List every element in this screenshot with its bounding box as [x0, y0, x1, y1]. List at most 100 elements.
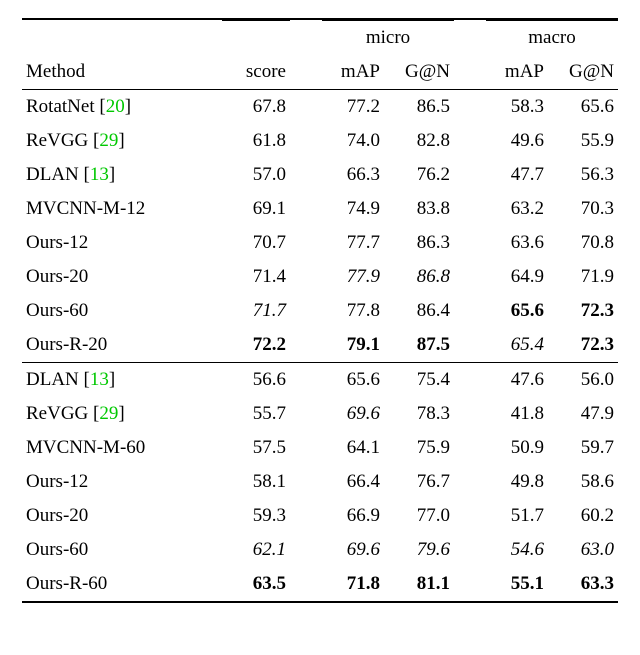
cell: 65.6 — [548, 90, 618, 124]
method-cell: DLAN [13] — [22, 363, 190, 397]
cell: 61.8 — [222, 124, 290, 158]
cell: 66.9 — [322, 499, 384, 533]
table-row: ReVGG [29] 55.7 69.678.3 41.847.9 — [22, 397, 618, 431]
cell: 69.1 — [222, 192, 290, 226]
cell: 64.9 — [486, 260, 548, 294]
cell: 70.3 — [548, 192, 618, 226]
cell: 77.8 — [322, 294, 384, 328]
cell: 86.4 — [384, 294, 454, 328]
table-row: ReVGG [29] 61.8 74.082.8 49.655.9 — [22, 124, 618, 158]
header-score-rule — [222, 21, 290, 56]
cell: 65.6 — [322, 363, 384, 397]
cell: 63.5 — [222, 567, 290, 601]
cell: 63.6 — [486, 226, 548, 260]
cell: 79.1 — [322, 328, 384, 363]
cell: 71.7 — [222, 294, 290, 328]
cell: 77.7 — [322, 226, 384, 260]
header-micro: micro — [322, 21, 454, 56]
cell: 75.4 — [384, 363, 454, 397]
cell: 47.9 — [548, 397, 618, 431]
cell: 62.1 — [222, 533, 290, 567]
citation-link[interactable]: 29 — [99, 130, 118, 151]
cell: 70.8 — [548, 226, 618, 260]
cell: 69.6 — [322, 533, 384, 567]
table-row: MVCNN-M-6057.564.175.950.959.7 — [22, 431, 618, 465]
cell: 72.3 — [548, 328, 618, 363]
cell: 56.6 — [222, 363, 290, 397]
method-cell: RotatNet [20] — [22, 90, 190, 124]
cell: 76.2 — [384, 158, 454, 192]
cell: 86.5 — [384, 90, 454, 124]
cell: 77.0 — [384, 499, 454, 533]
method-cell: Ours-R-60 — [22, 567, 190, 601]
method-cell: MVCNN-M-12 — [22, 192, 190, 226]
cell: 55.7 — [222, 397, 290, 431]
cell: 47.6 — [486, 363, 548, 397]
cell: 76.7 — [384, 465, 454, 499]
method-cell: Ours-R-20 — [22, 328, 190, 363]
method-cell: MVCNN-M-60 — [22, 431, 190, 465]
cell: 72.2 — [222, 328, 290, 363]
cell: 77.2 — [322, 90, 384, 124]
cell: 58.6 — [548, 465, 618, 499]
cell: 77.9 — [322, 260, 384, 294]
cell: 47.7 — [486, 158, 548, 192]
cell: 75.9 — [384, 431, 454, 465]
method-cell: ReVGG [29] — [22, 397, 190, 431]
header-micro-gn: G@N — [384, 55, 454, 90]
cell: 74.0 — [322, 124, 384, 158]
cell: 56.3 — [548, 158, 618, 192]
table-row: Ours-12 58.1 66.476.7 49.858.6 — [22, 465, 618, 499]
cell: 66.4 — [322, 465, 384, 499]
method-cell: Ours-12 — [22, 465, 190, 499]
cell: 63.2 — [486, 192, 548, 226]
table-row: Ours-2059.366.977.051.760.2 — [22, 499, 618, 533]
header-score: score — [222, 55, 290, 90]
cell: 86.3 — [384, 226, 454, 260]
table-row: Ours-R-6063.571.881.155.163.3 — [22, 567, 618, 601]
blank-cell — [22, 21, 190, 56]
citation-link[interactable]: 13 — [90, 164, 109, 185]
table-row: RotatNet [20] 67.8 77.286.5 58.365.6 — [22, 90, 618, 124]
cell: 57.5 — [222, 431, 290, 465]
table-row: Ours-6062.169.679.654.663.0 — [22, 533, 618, 567]
cell: 50.9 — [486, 431, 548, 465]
header-macro-map: mAP — [486, 55, 548, 90]
cell: 63.0 — [548, 533, 618, 567]
cell: 74.9 — [322, 192, 384, 226]
results-table: micro macro Method score mAP G@N mAP G@N… — [22, 18, 618, 603]
cell: 69.6 — [322, 397, 384, 431]
method-cell: ReVGG [29] — [22, 124, 190, 158]
cell: 63.3 — [548, 567, 618, 601]
cell: 41.8 — [486, 397, 548, 431]
cell: 58.1 — [222, 465, 290, 499]
method-cell: DLAN [13] — [22, 158, 190, 192]
cell: 81.1 — [384, 567, 454, 601]
cell: 78.3 — [384, 397, 454, 431]
cell: 67.8 — [222, 90, 290, 124]
table-row: DLAN [13]57.066.376.247.756.3 — [22, 158, 618, 192]
cell: 71.4 — [222, 260, 290, 294]
cell: 65.4 — [486, 328, 548, 363]
cell: 71.9 — [548, 260, 618, 294]
cell: 66.3 — [322, 158, 384, 192]
table-row: MVCNN-M-1269.174.983.863.270.3 — [22, 192, 618, 226]
cell: 55.1 — [486, 567, 548, 601]
citation-link[interactable]: 29 — [99, 403, 118, 424]
header-method: Method — [22, 55, 190, 90]
cell: 82.8 — [384, 124, 454, 158]
cell: 49.8 — [486, 465, 548, 499]
cell: 56.0 — [548, 363, 618, 397]
citation-link[interactable]: 13 — [90, 369, 109, 390]
cell: 65.6 — [486, 294, 548, 328]
cell: 55.9 — [548, 124, 618, 158]
cell: 58.3 — [486, 90, 548, 124]
method-cell: Ours-20 — [22, 260, 190, 294]
cell: 54.6 — [486, 533, 548, 567]
cell: 60.2 — [548, 499, 618, 533]
citation-link[interactable]: 20 — [106, 96, 125, 117]
cell: 49.6 — [486, 124, 548, 158]
cell: 59.7 — [548, 431, 618, 465]
cell: 72.3 — [548, 294, 618, 328]
table-row: Ours-1270.777.786.363.670.8 — [22, 226, 618, 260]
